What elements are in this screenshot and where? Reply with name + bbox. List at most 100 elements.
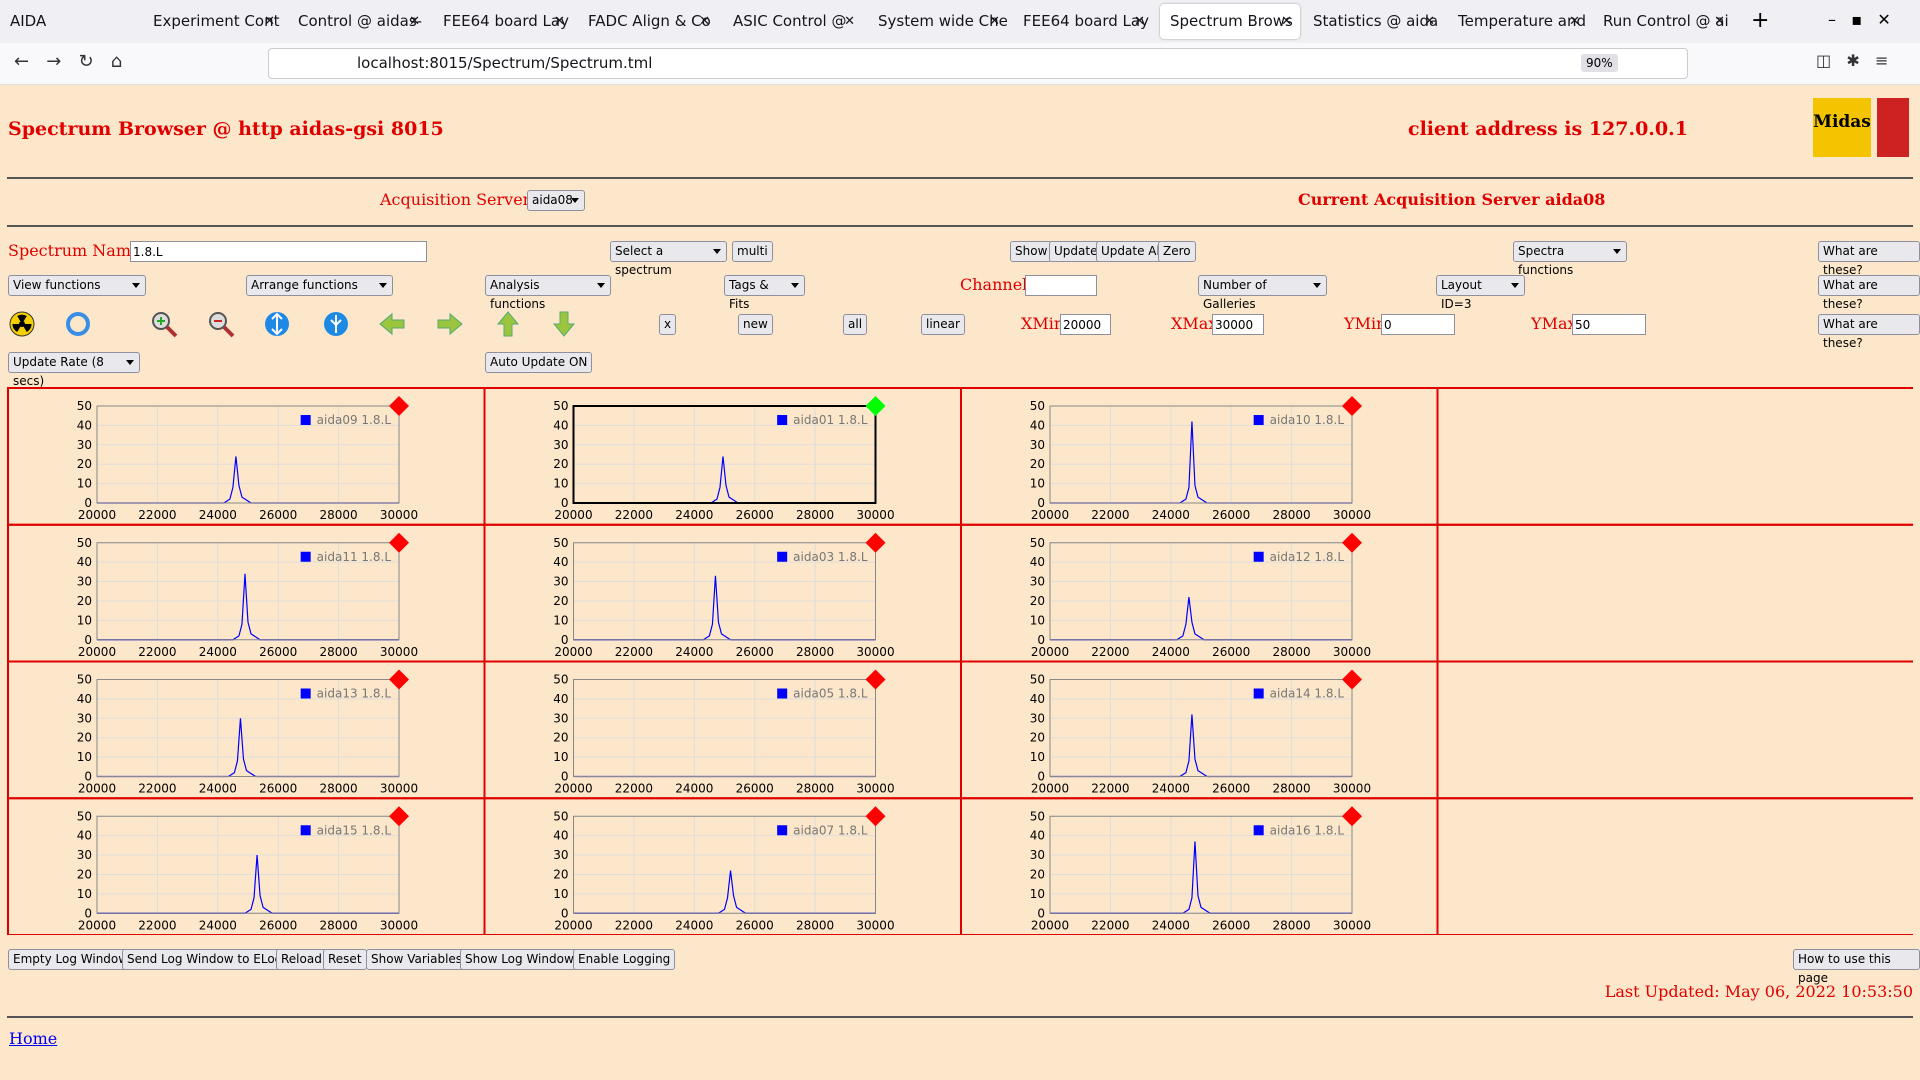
- zoom[interactable]: 90%: [1581, 54, 1618, 72]
- x-tick-label: 22000: [138, 782, 176, 796]
- zero-button[interactable]: Zero: [1158, 241, 1196, 262]
- update-rate[interactable]: Update Rate (8 secs): [8, 352, 140, 388]
- update-button[interactable]: Update: [1049, 241, 1103, 262]
- y-tick-label: 0: [1037, 906, 1045, 920]
- y-tick-label: 0: [1037, 770, 1045, 784]
- tab[interactable]: Temperature and ✕: [1458, 12, 1587, 30]
- layout-select[interactable]: Layout ID=3: [1436, 275, 1525, 311]
- y-tick-label: 50: [1030, 536, 1045, 550]
- how-to-button[interactable]: How to use this page: [1793, 949, 1920, 985]
- footer-button[interactable]: Show Log Window: [460, 949, 579, 970]
- left-arrow-icon[interactable]: [378, 310, 406, 338]
- legend-label: aida16 1.8.L: [1270, 823, 1345, 837]
- y-tick-label: 40: [77, 418, 92, 432]
- help-button[interactable]: What are these?: [1818, 275, 1920, 311]
- all-button[interactable]: all: [843, 314, 868, 335]
- tab[interactable]: Run Control @ ai ✕: [1603, 12, 1729, 30]
- tab[interactable]: FADC Align & Co ✕: [588, 12, 711, 30]
- x-tick-label: 28000: [320, 782, 358, 796]
- tags-fits[interactable]: Tags & Fits: [724, 275, 805, 311]
- url-bar[interactable]: localhost:8015/Spectrum/Spectrum.tml 90%: [268, 48, 1688, 79]
- spectrum-name-input[interactable]: [130, 241, 427, 262]
- help-button[interactable]: What are these?: [1818, 314, 1920, 350]
- tab[interactable]: ASIC Control @ ✕: [733, 12, 855, 30]
- status-diamond: [389, 806, 409, 827]
- footer-button[interactable]: Send Log Window to ELog: [122, 949, 288, 970]
- status-diamond: [389, 532, 409, 553]
- y-tick-label: 20: [1030, 867, 1045, 881]
- multi-button[interactable]: multi: [732, 241, 773, 262]
- footer-button[interactable]: Enable Logging: [573, 949, 676, 970]
- legend-swatch: [777, 551, 788, 562]
- tab[interactable]: System wide Che ✕: [878, 12, 1008, 30]
- window-controls[interactable]: – ▪ ✕: [1828, 10, 1891, 29]
- spectrum-line: [97, 855, 399, 914]
- expand-y-icon[interactable]: [263, 310, 291, 338]
- y-tick-label: 20: [553, 594, 568, 608]
- up-arrow-icon[interactable]: [494, 310, 522, 338]
- y-tick-label: 40: [553, 555, 568, 569]
- tab[interactable]: Experiment Cont ✕: [153, 12, 280, 30]
- footer-button[interactable]: Reload: [276, 949, 327, 970]
- arrange-functions[interactable]: Arrange functions: [246, 275, 393, 296]
- radiation-icon[interactable]: [8, 310, 36, 338]
- nav-buttons[interactable]: ← → ↻ ⌂: [14, 51, 123, 72]
- footer-button[interactable]: Reset: [323, 949, 367, 970]
- tab[interactable]: Statistics @ aida ✕: [1313, 12, 1439, 30]
- shrink-y-icon[interactable]: [322, 310, 350, 338]
- spectra-functions[interactable]: Spectra functions: [1513, 241, 1627, 277]
- server-select[interactable]: aida08: [527, 190, 585, 211]
- galleries-select[interactable]: Number of Galleries: [1198, 275, 1327, 311]
- y-tick-label: 10: [77, 477, 92, 491]
- linear-button[interactable]: linear: [921, 314, 965, 335]
- tab[interactable]: Control @ aidas- ✕: [298, 12, 423, 30]
- y-tick-label: 0: [1037, 633, 1045, 647]
- xmin-input[interactable]: [1060, 314, 1111, 335]
- gallery-cell: [1436, 797, 1913, 935]
- analysis-functions[interactable]: Analysis functions: [485, 275, 611, 311]
- select-spectrum[interactable]: Select a spectrum: [610, 241, 727, 277]
- y-tick-label: 10: [1030, 477, 1045, 491]
- toolbar-icons[interactable]: ◫ ✱ ≡: [1816, 51, 1889, 70]
- new-tab[interactable]: +: [1751, 8, 1770, 33]
- x-tick-label: 20000: [554, 782, 592, 796]
- y-tick-label: 20: [553, 867, 568, 881]
- tab-title: FADC Align & Co: [588, 12, 711, 30]
- xmax-input[interactable]: [1212, 314, 1264, 335]
- tab[interactable]: FEE64 board Lay ✕: [1023, 12, 1149, 30]
- tab[interactable]: FEE64 board Lay ✕: [443, 12, 569, 30]
- channel-input[interactable]: [1025, 275, 1097, 296]
- x-button[interactable]: x: [659, 314, 677, 335]
- right-arrow-icon[interactable]: [436, 310, 464, 338]
- y-tick-label: 50: [1030, 673, 1045, 687]
- auto-update-button[interactable]: Auto Update ON: [485, 352, 593, 373]
- view-functions[interactable]: View functions: [8, 275, 146, 296]
- zoom-out-icon[interactable]: [207, 310, 235, 338]
- refresh-icon[interactable]: [64, 310, 92, 338]
- tab[interactable]: Spectrum Brows ✕: [1160, 4, 1300, 39]
- show-button[interactable]: Show: [1010, 241, 1053, 262]
- legend-label: aida09 1.8.L: [317, 413, 392, 427]
- tab[interactable]: AIDA: [10, 12, 47, 30]
- new-button[interactable]: new: [738, 314, 773, 335]
- ymax-input[interactable]: [1572, 314, 1646, 335]
- x-tick-label: 20000: [554, 508, 592, 522]
- footer-button[interactable]: Empty Log Window: [8, 949, 134, 970]
- status-diamond: [389, 669, 409, 690]
- ymin-input[interactable]: [1381, 314, 1455, 335]
- update-all-button[interactable]: Update All: [1096, 241, 1169, 262]
- x-tick-label: 26000: [736, 508, 774, 522]
- spectrum-line: [573, 456, 876, 504]
- y-tick-label: 30: [553, 711, 568, 725]
- x-tick-label: 24000: [1152, 782, 1190, 796]
- home-link[interactable]: Home: [9, 1029, 58, 1048]
- tab-title: System wide Che: [878, 12, 1008, 30]
- y-tick-label: 10: [1030, 750, 1045, 764]
- ymin-label: YMin: [1344, 314, 1387, 333]
- zoom-in-icon[interactable]: [150, 310, 178, 338]
- down-arrow-icon[interactable]: [550, 310, 578, 338]
- help-button[interactable]: What are these?: [1818, 241, 1920, 277]
- footer-button[interactable]: Show Variables: [366, 949, 468, 970]
- x-tick-label: 30000: [380, 782, 418, 796]
- spectrum-line: [97, 573, 399, 641]
